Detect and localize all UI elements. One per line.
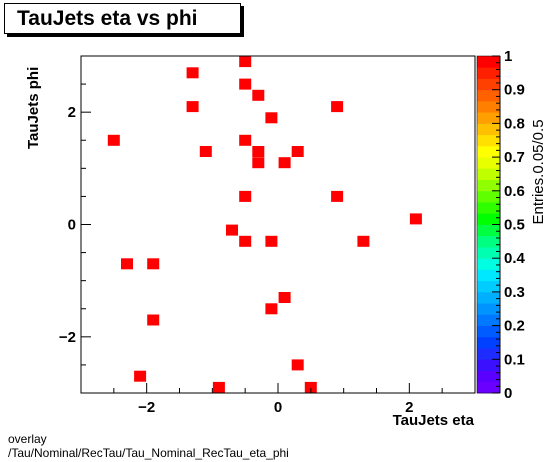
- palette-tick-label: 0.4: [504, 250, 526, 267]
- palette-swatch: [477, 100, 500, 113]
- y-tick-label: −2: [59, 329, 76, 346]
- plot-frame: [80, 55, 476, 394]
- palette-tick-label: 0.3: [504, 284, 525, 301]
- heatmap-cell: [265, 235, 278, 247]
- palette-swatch: [477, 235, 500, 248]
- heatmap-cell: [265, 303, 278, 315]
- heatmap-cell: [331, 190, 344, 202]
- palette-swatch: [477, 123, 500, 136]
- palette-swatch: [477, 112, 500, 124]
- heatmap-cell: [239, 56, 252, 68]
- palette-swatch: [477, 370, 500, 383]
- palette-tick-label: 1: [504, 48, 512, 65]
- palette-tick-label: 0.9: [504, 82, 525, 99]
- color-palette: [476, 55, 501, 394]
- heatmap-cell: [278, 157, 291, 169]
- palette-swatch: [477, 179, 500, 192]
- heatmap-cell: [199, 146, 212, 157]
- palette-swatch: [477, 258, 500, 270]
- heatmap-cell: [291, 359, 304, 371]
- palette-swatch: [477, 269, 500, 282]
- heatmap-cell: [331, 101, 344, 113]
- z-axis-title: Entries.0.05/0.5: [530, 119, 546, 224]
- heatmap-cell: [107, 134, 120, 146]
- x-tick-label: −2: [138, 399, 155, 416]
- palette-swatch: [477, 202, 500, 214]
- palette-tick-label: 0.7: [504, 149, 525, 166]
- heatmap-cell: [357, 235, 370, 247]
- heatmap-cell: [252, 89, 265, 101]
- palette-swatch: [477, 336, 500, 349]
- footer-path-label: /Tau/Nominal/RecTau/Tau_Nominal_RecTau_e…: [8, 446, 289, 460]
- palette-swatch: [477, 190, 500, 203]
- chart-title: TauJets eta vs phi: [17, 7, 198, 30]
- heatmap-cell: [134, 370, 147, 382]
- palette-tick-label: 0.6: [504, 183, 525, 200]
- palette-tick-label: 0: [504, 385, 512, 402]
- palette-swatch: [477, 381, 500, 394]
- heatmap-cell: [239, 134, 252, 146]
- palette-tick-label: 0.5: [504, 217, 525, 234]
- heatmap-cell: [252, 146, 265, 157]
- palette-swatch: [477, 246, 500, 259]
- heatmap-cell: [226, 224, 238, 236]
- heatmap-cell: [186, 101, 199, 113]
- heatmap-cell: [147, 314, 160, 326]
- title-box: TauJets eta vs phi: [4, 3, 241, 34]
- palette-swatch: [477, 157, 500, 169]
- heatmap-cell: [239, 235, 252, 247]
- heatmap-cell: [239, 78, 252, 90]
- footer-overlay-label: overlay: [8, 432, 47, 446]
- heatmap-cell: [252, 157, 265, 169]
- palette-swatch: [477, 78, 500, 91]
- palette-swatch: [477, 134, 500, 147]
- palette-swatch: [477, 89, 500, 102]
- palette-swatch: [477, 325, 500, 338]
- palette-axis: 0 0.1 0.2 0.3 0.4 0.5 0.6 0.7 0.8 0.9 1: [492, 48, 526, 402]
- palette-swatch: [477, 56, 500, 68]
- x-tick-label: 2: [405, 399, 413, 416]
- heatmap-cell: [121, 258, 133, 270]
- palette-swatch: [477, 303, 500, 315]
- palette-swatch: [477, 359, 500, 371]
- palette-swatch: [477, 314, 500, 326]
- palette-swatch: [477, 224, 500, 237]
- palette-swatch: [477, 348, 500, 360]
- heatmap-cell: [147, 258, 160, 270]
- heatmap-cell: [304, 381, 317, 393]
- heatmap-cell: [278, 292, 291, 303]
- heatmap-cell: [239, 190, 252, 202]
- y-tick-label: 2: [68, 104, 76, 121]
- heatmap-cells: [107, 56, 422, 393]
- palette-swatch: [477, 280, 500, 293]
- heatmap-cell: [186, 67, 199, 79]
- heatmap-cell: [212, 381, 225, 393]
- palette-tick-label: 0.8: [504, 115, 525, 132]
- heatmap-cell: [291, 146, 304, 157]
- y-axis-title: TauJets phi: [25, 67, 42, 149]
- heatmap-cell: [265, 112, 278, 124]
- palette-tick-label: 0.1: [504, 351, 525, 368]
- x-tick-label: 0: [274, 399, 282, 416]
- y-tick-label: 0: [68, 217, 76, 234]
- y-axis-ticks: −2 0 2: [59, 55, 91, 394]
- palette-swatch: [477, 168, 500, 180]
- palette-swatch: [477, 291, 500, 304]
- heatmap-cell: [409, 213, 422, 225]
- palette-swatch: [477, 67, 500, 79]
- x-axis-ticks: −2 0 2: [80, 383, 476, 416]
- palette-tick-label: 0.2: [504, 318, 525, 335]
- x-axis-title: TauJets eta: [393, 412, 475, 429]
- palette-swatch: [477, 145, 500, 158]
- palette-swatch: [477, 213, 500, 225]
